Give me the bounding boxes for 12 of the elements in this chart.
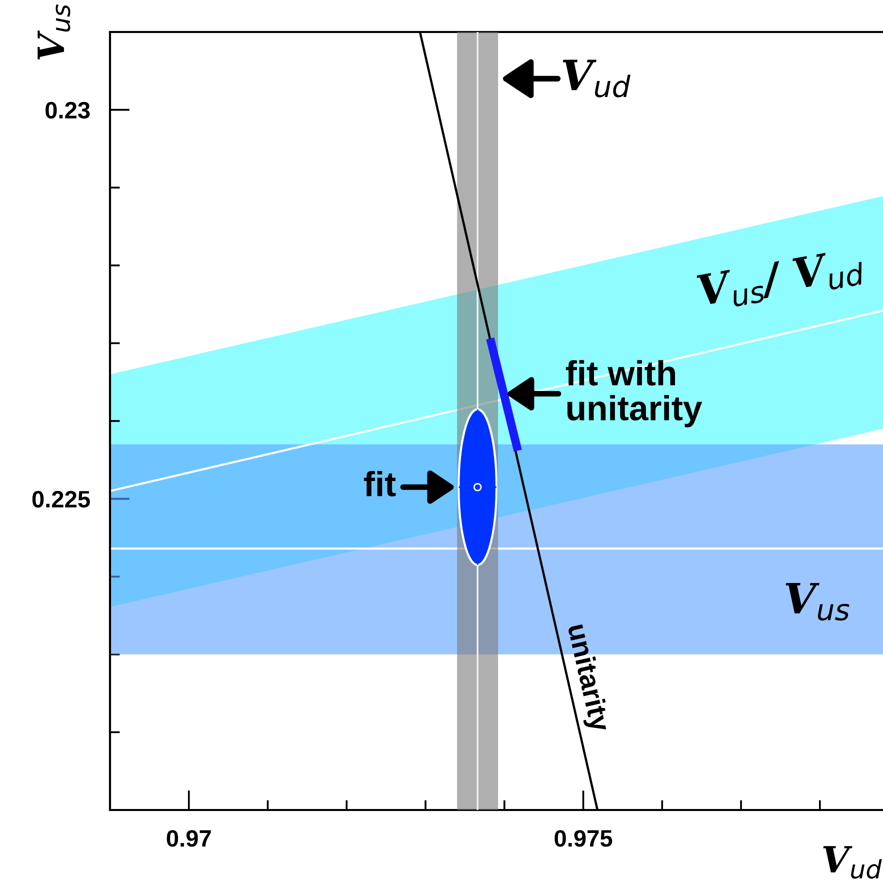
band-label: V$_{us}$ (786, 582, 850, 621)
x-tick-label: 0.97 (166, 830, 211, 847)
y-axis-title: V$_{us}$ (38, 4, 70, 60)
text: V$_{us}$/ V$_{ud}$ (696, 246, 866, 313)
x-tick-label: 0.975 (554, 830, 612, 847)
y-tick-label: 0.225 (32, 490, 90, 508)
band-label: V$_{ud}$ (562, 60, 630, 98)
x-axis-title: V$_{ud}$ (823, 846, 882, 879)
text: unitarity (562, 623, 612, 734)
annotation: fit (364, 470, 396, 496)
y-tick-label: 0.23 (46, 102, 90, 119)
annotation: fit with unitarity (566, 360, 702, 428)
